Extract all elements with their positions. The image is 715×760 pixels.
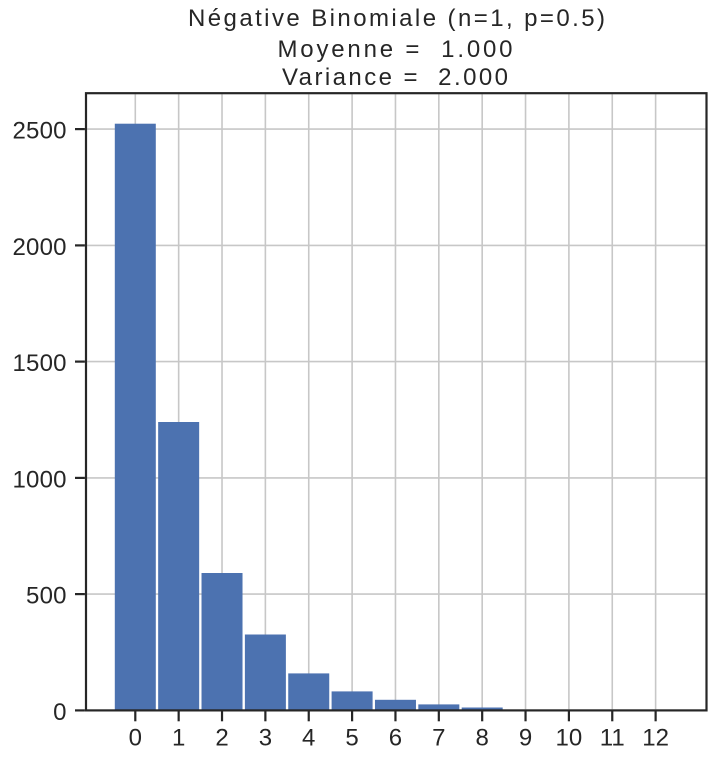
svg-text:1500: 1500 — [13, 350, 67, 377]
svg-text:2000: 2000 — [13, 234, 67, 261]
svg-text:500: 500 — [26, 583, 67, 610]
svg-text:2: 2 — [215, 724, 228, 751]
svg-text:Variance = 2.000: Variance = 2.000 — [282, 64, 508, 91]
svg-text:2500: 2500 — [13, 118, 67, 145]
svg-text:7: 7 — [432, 724, 445, 751]
svg-text:Moyenne = 1.000: Moyenne = 1.000 — [278, 36, 513, 63]
svg-text:0: 0 — [53, 699, 66, 726]
svg-text:4: 4 — [302, 724, 315, 751]
svg-text:5: 5 — [345, 724, 358, 751]
svg-text:12: 12 — [642, 724, 669, 751]
svg-text:Négative Binomiale (n=1, p=0.5: Négative Binomiale (n=1, p=0.5) — [188, 5, 605, 32]
svg-text:0: 0 — [129, 724, 142, 751]
svg-text:9: 9 — [519, 724, 532, 751]
svg-text:8: 8 — [476, 724, 489, 751]
svg-text:10: 10 — [556, 724, 583, 751]
svg-text:6: 6 — [389, 724, 402, 751]
svg-text:1: 1 — [172, 724, 185, 751]
svg-text:3: 3 — [259, 724, 272, 751]
svg-text:11: 11 — [600, 724, 625, 751]
svg-text:1000: 1000 — [13, 466, 67, 493]
